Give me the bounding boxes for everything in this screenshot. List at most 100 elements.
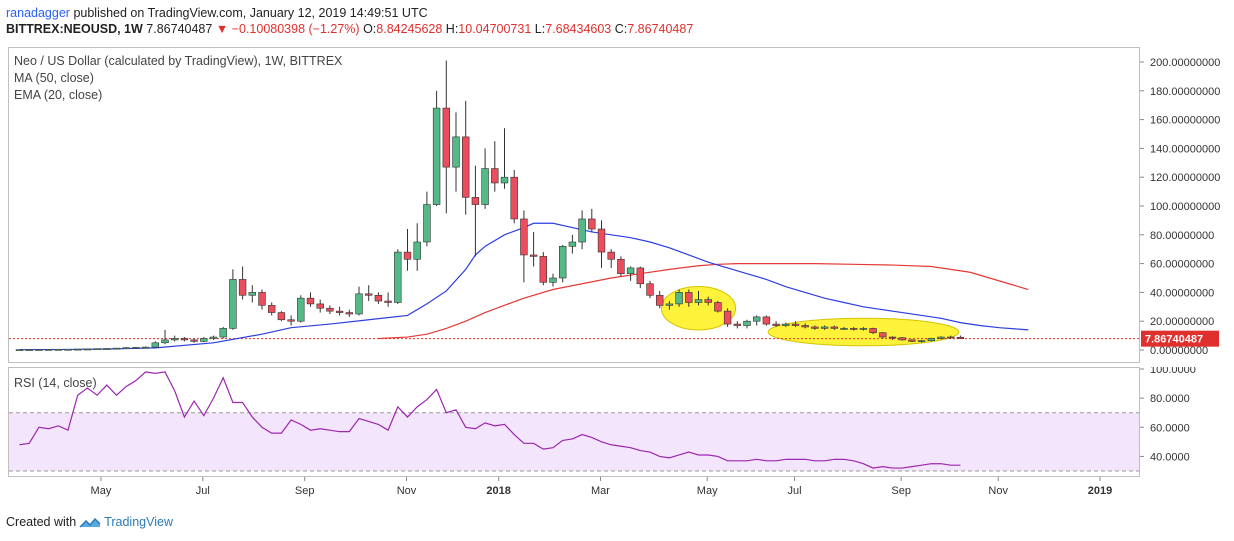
high-value: 10.04700731 <box>458 22 532 36</box>
rsi-axis-labels: 100.0000 80.0000 60.0000 40.0000 <box>1140 364 1196 463</box>
legend-title: Neo / US Dollar (calculated by TradingVi… <box>14 54 343 68</box>
candle-body-34 <box>345 312 353 315</box>
rsi-tick-label-0: 100.0000 <box>1150 367 1196 376</box>
tradingview-logo-icon <box>79 517 101 528</box>
candle-body-8 <box>93 348 101 351</box>
candle-body-37 <box>374 294 383 302</box>
candle-body-61 <box>607 251 615 260</box>
candle-body-51 <box>510 176 518 220</box>
candle-body-78 <box>772 323 780 326</box>
rsi-axis[interactable]: 100.0000 80.0000 60.0000 40.0000 <box>1140 364 1232 477</box>
low-value: 7.68434603 <box>545 22 612 36</box>
candle-body-1 <box>25 349 33 351</box>
candle-body-93 <box>917 340 926 342</box>
rsi-band <box>9 412 1139 471</box>
rsi-chart <box>9 371 1139 472</box>
candle-body-59 <box>588 218 596 230</box>
price-pane[interactable] <box>8 47 1140 363</box>
open-label: O: <box>363 22 377 36</box>
ema20-line <box>19 222 1029 351</box>
candle-body-27 <box>277 312 286 321</box>
candle-body-82 <box>811 326 819 329</box>
candle-body-85 <box>840 328 848 330</box>
highlight-ellipse-1 <box>767 317 960 347</box>
candle-body-40 <box>403 251 412 260</box>
time-tick-label-10: 2019 <box>1088 485 1112 497</box>
rsi-legend: RSI (14, close) <box>14 376 97 390</box>
candle-body-39 <box>394 251 402 303</box>
candle-body-12 <box>132 347 140 349</box>
candle-body-24 <box>248 292 256 296</box>
candle-body-69 <box>685 292 693 303</box>
candle-body-43 <box>432 107 441 205</box>
candle-body-47 <box>471 197 480 205</box>
candle-body-9 <box>103 348 111 350</box>
candle-body-86 <box>849 328 858 330</box>
candle-body-2 <box>35 349 43 351</box>
rsi-tick-label-2: 60.0000 <box>1150 422 1190 434</box>
rsi-pane[interactable] <box>8 367 1140 477</box>
price-axis[interactable]: 200.00000000 180.00000000 160.00000000 140.… <box>1140 47 1232 363</box>
last-price-badge-label: 7.86740487 <box>1145 334 1203 346</box>
legend-ma: MA (50, close) <box>14 71 94 85</box>
candle-body-88 <box>869 328 877 334</box>
candle-body-36 <box>364 293 373 296</box>
price-tick-label-2: 160.00000000 <box>1150 115 1220 127</box>
candle-body-76 <box>752 316 761 322</box>
candle-body-90 <box>888 336 897 339</box>
symbol-label: BITTREX:NEOUSD, 1W <box>6 22 143 36</box>
candle-body-87 <box>859 328 868 330</box>
candle-body-52 <box>520 218 528 256</box>
price-tick-label-9: 20.00000000 <box>1150 316 1214 328</box>
candle-body-44 <box>442 107 450 168</box>
candle-body-31 <box>316 303 324 309</box>
candle-body-21 <box>219 328 227 338</box>
candle-body-97 <box>956 336 965 339</box>
created-with-text: Created with <box>6 515 77 529</box>
price-tick-label-5: 100.00000000 <box>1150 201 1220 213</box>
published-text: published on TradingView.com, January 12… <box>73 6 428 20</box>
price-tick-label-10: 0.00000000 <box>1150 345 1208 357</box>
candle-body-25 <box>258 292 266 306</box>
time-tick-label-9: Nov <box>988 485 1008 497</box>
candlestick-chart <box>9 60 1139 351</box>
legend-ema: EMA (20, close) <box>14 88 103 102</box>
candle-body-45 <box>452 136 460 168</box>
candle-body-60 <box>597 228 606 253</box>
candle-body-91 <box>898 337 906 341</box>
candle-body-58 <box>578 218 586 243</box>
time-tick-label-6: May <box>697 485 718 497</box>
candle-body-74 <box>733 323 742 326</box>
time-tick-label-7: Jul <box>787 485 801 497</box>
down-arrow-icon: ▼ <box>215 22 229 36</box>
candle-body-66 <box>655 294 664 306</box>
time-tick-label-5: Mar <box>591 485 610 497</box>
price-tick-label-6: 80.00000000 <box>1150 230 1214 242</box>
candle-body-79 <box>782 323 790 326</box>
price-tick-label-7: 60.00000000 <box>1150 259 1214 271</box>
last-price-badge <box>1141 330 1219 347</box>
candle-body-96 <box>946 336 955 339</box>
chart-header: ranadagger published on TradingView.com,… <box>6 5 693 37</box>
close-label: C: <box>614 22 628 36</box>
candle-body-50 <box>500 176 509 184</box>
rsi-line <box>19 371 961 469</box>
candle-body-17 <box>180 338 189 341</box>
candle-body-28 <box>287 319 295 322</box>
candle-body-63 <box>626 267 635 274</box>
candle-body-81 <box>801 325 809 328</box>
candle-body-84 <box>830 326 839 329</box>
time-axis[interactable]: May Jul Sep Nov 2018 Mar May Jul Sep Nov 2019 <box>8 477 1140 501</box>
candle-body-80 <box>791 323 800 326</box>
candle-body-4 <box>54 349 63 351</box>
author-link[interactable]: ranadagger <box>6 6 70 20</box>
footer: Created with TradingView <box>6 515 173 529</box>
candle-body-42 <box>423 204 431 243</box>
rsi-tick-label-3: 40.0000 <box>1150 451 1190 463</box>
candle-body-5 <box>64 348 72 351</box>
tradingview-brand[interactable]: TradingView <box>104 515 173 529</box>
time-tick-label-4: 2018 <box>486 485 510 497</box>
candle-body-67 <box>665 303 674 306</box>
candle-body-13 <box>141 346 150 349</box>
candle-body-92 <box>908 339 916 342</box>
